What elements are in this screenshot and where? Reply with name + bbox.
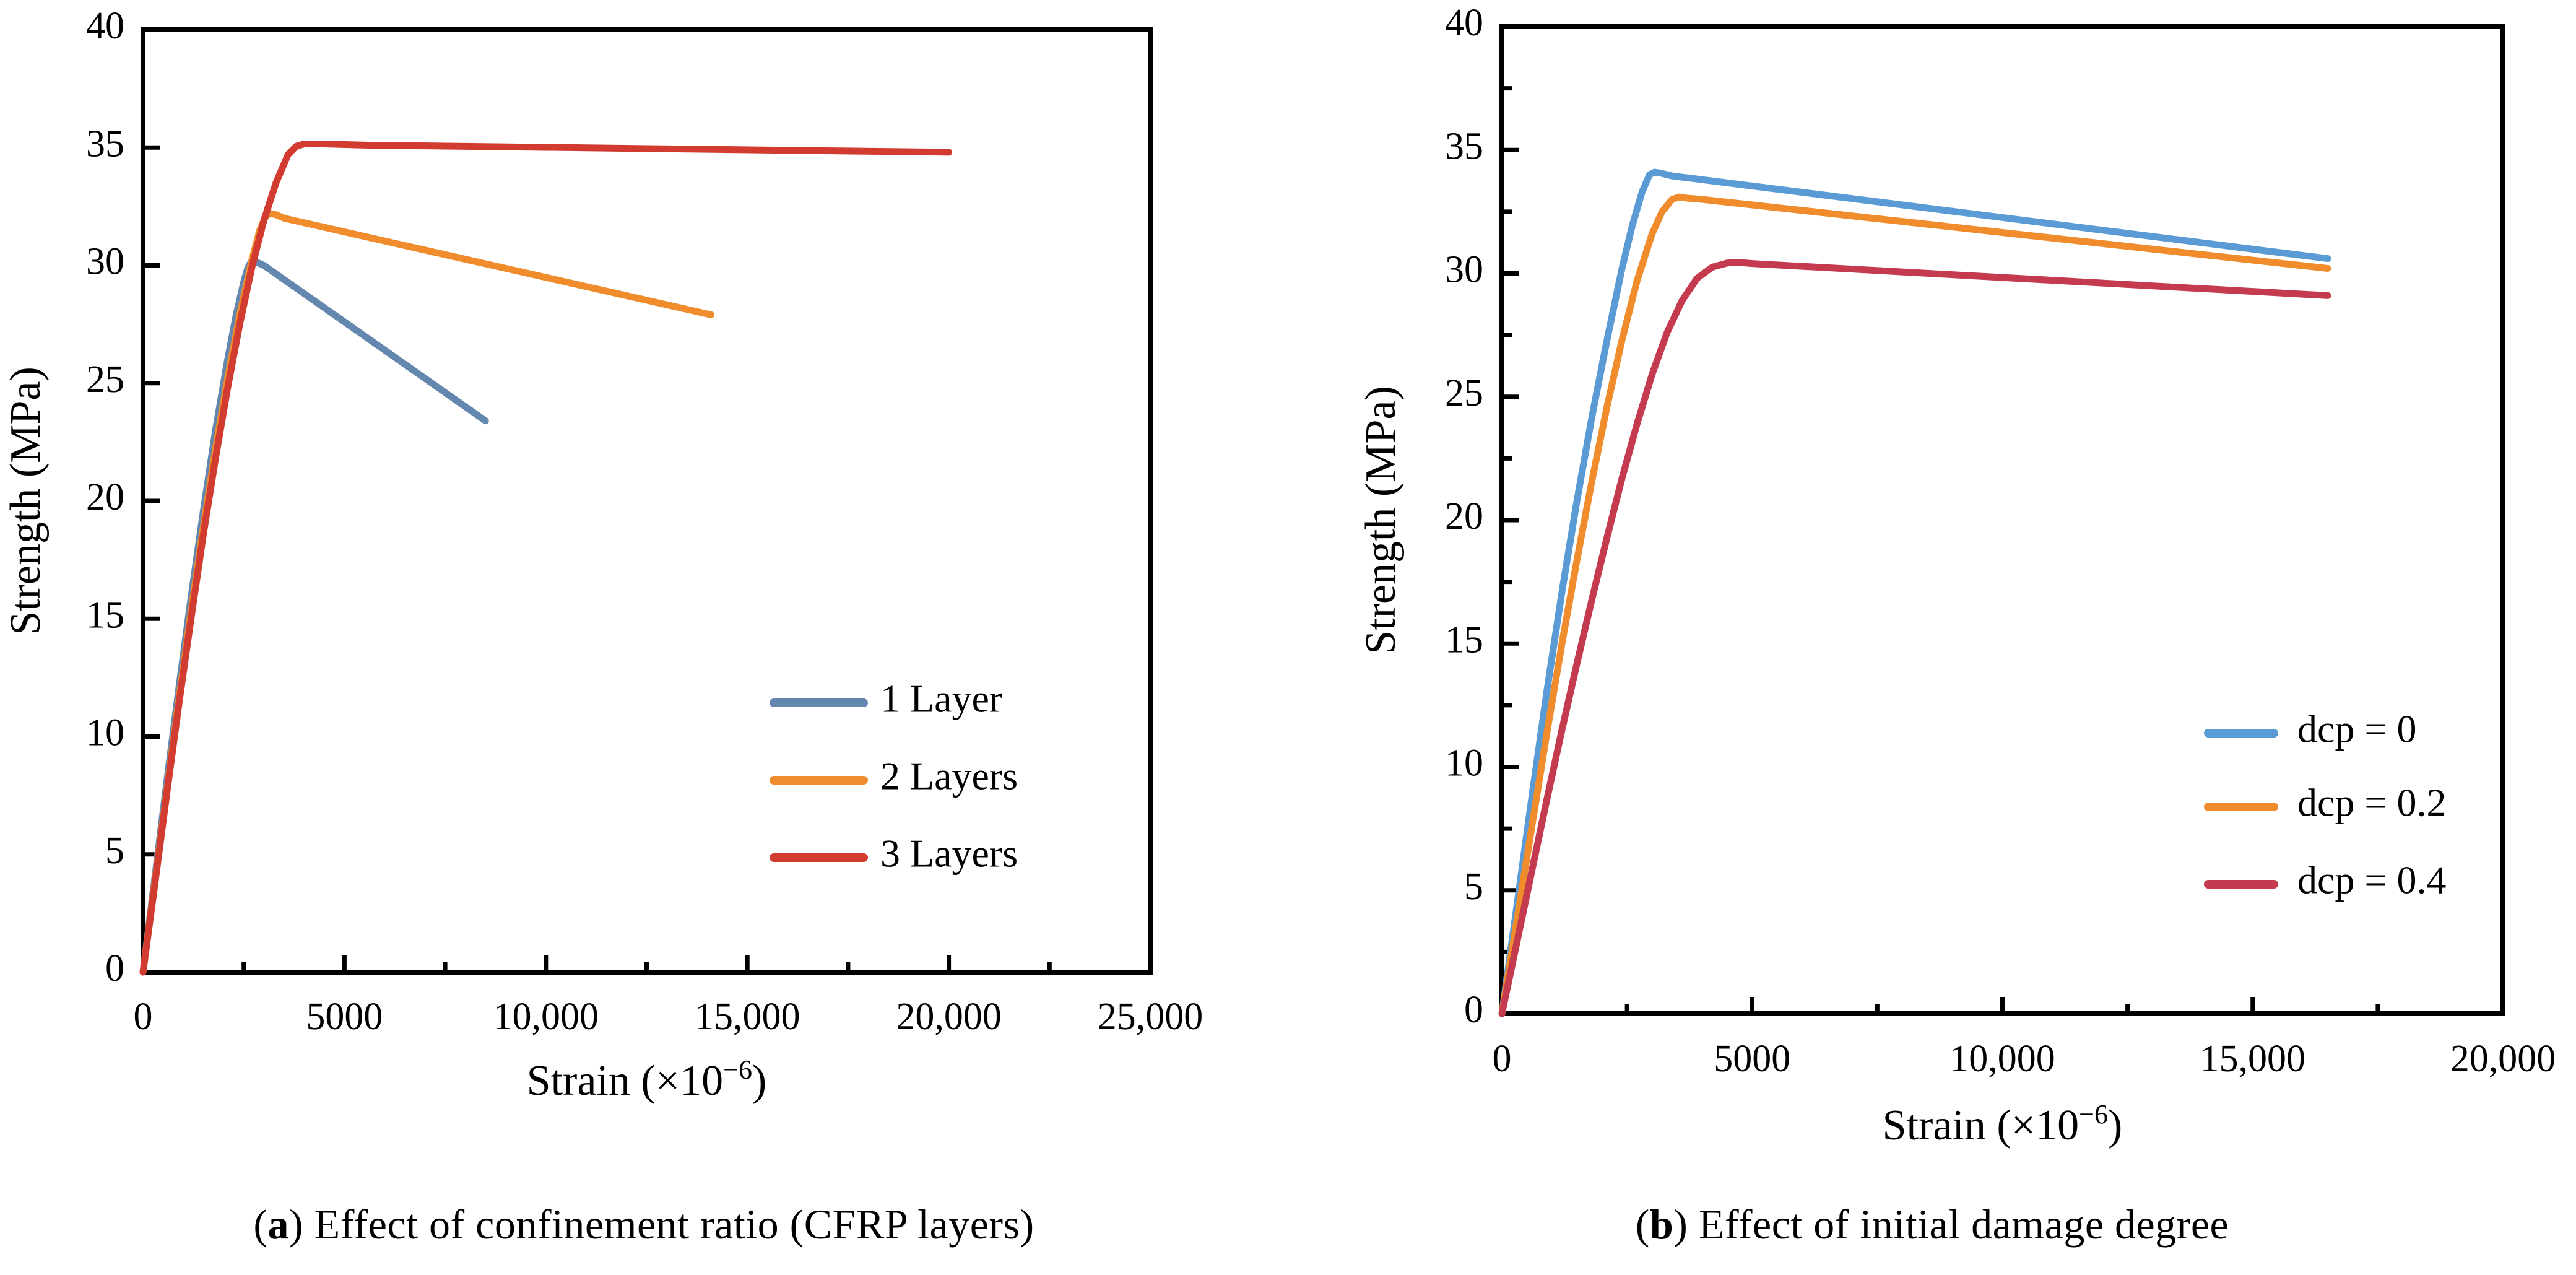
y-tick-label: 40 xyxy=(86,5,124,47)
x-tick-label: 5000 xyxy=(306,996,383,1038)
series-dcp-0 xyxy=(1498,168,2331,1017)
legend-label-dcp-0-2: dcp = 0.2 xyxy=(2297,781,2447,825)
caption-b-paren-close: ) xyxy=(1673,1201,1688,1248)
legend-label-dcp-0-4: dcp = 0.4 xyxy=(2297,858,2447,902)
caption-a-text: Effect of confinement ratio (CFRP layers… xyxy=(303,1201,1034,1248)
caption-b: (b) Effect of initial damage degree xyxy=(1288,1200,2576,1249)
x-axis-title: Strain (×10−6) xyxy=(527,1055,767,1105)
series-dcp-0-2 xyxy=(1498,193,2331,1017)
y-tick-label: 10 xyxy=(86,712,124,754)
x-tick-label: 25,000 xyxy=(1098,996,1203,1038)
y-axis-ticks: 0 5 10 15 20 25 30 35 40 xyxy=(1445,2,1519,1031)
y-tick-label: 5 xyxy=(1464,866,1483,908)
legend-item-dcp-0-4: dcp = 0.4 xyxy=(2204,858,2447,902)
y-tick-label: 30 xyxy=(86,241,124,283)
caption-a-paren-close: ) xyxy=(289,1201,304,1248)
legend-item-dcp-0: dcp = 0 xyxy=(2204,707,2417,751)
series-dcp-0-4 xyxy=(1498,259,2331,1017)
y-tick-label: 20 xyxy=(86,476,124,518)
legend-label-2-layers: 2 Layers xyxy=(880,754,1018,798)
y-tick-label: 30 xyxy=(1445,249,1483,291)
y-tick-label: 25 xyxy=(1445,372,1483,414)
caption-a: (a) Effect of confinement ratio (CFRP la… xyxy=(0,1200,1288,1249)
x-axis-title: Strain (×10−6) xyxy=(1883,1099,2123,1149)
legend-label-dcp-0: dcp = 0 xyxy=(2297,707,2417,751)
chart-a: 0 5000 10,000 15,000 20,000 25,000 0 5 10 15 20 25 3… xyxy=(2,5,1203,1105)
caption-a-paren-open: ( xyxy=(253,1201,268,1248)
x-tick-label: 0 xyxy=(134,996,153,1038)
y-tick-label: 10 xyxy=(1445,742,1483,785)
legend-label-1-layer: 1 Layer xyxy=(880,677,1002,721)
legend-item-2-layers: 2 Layers xyxy=(770,754,1018,798)
x-tick-label: 15,000 xyxy=(2200,1038,2306,1080)
y-axis-title: Strength (MPa) xyxy=(1357,386,1405,655)
x-tick-label: 0 xyxy=(1493,1038,1512,1080)
caption-b-paren-open: ( xyxy=(1635,1201,1650,1248)
chart-b: 0 5000 10,000 15,000 20,000 0 5 10 15 20 25 30 35 40 S… xyxy=(1357,2,2556,1149)
series-3-layers xyxy=(139,141,953,976)
series-2-layers xyxy=(139,210,715,976)
legend-item-1-layer: 1 Layer xyxy=(770,677,1002,721)
x-tick-label: 20,000 xyxy=(896,996,1002,1038)
panel-a: 0 5000 10,000 15,000 20,000 25,000 0 5 10 15 20 25 3… xyxy=(0,0,1288,1183)
legend: 1 Layer 2 Layers 3 Layers xyxy=(770,677,1018,876)
legend: dcp = 0 dcp = 0.2 dcp = 0.4 xyxy=(2204,707,2447,902)
y-tick-label: 35 xyxy=(1445,125,1483,167)
y-tick-label: 35 xyxy=(86,123,124,165)
y-tick-label: 0 xyxy=(1464,989,1483,1031)
y-tick-label: 25 xyxy=(86,359,124,401)
caption-a-letter: a xyxy=(267,1201,290,1248)
x-tick-label: 15,000 xyxy=(695,996,800,1038)
y-tick-label: 15 xyxy=(86,594,124,636)
caption-b-letter: b xyxy=(1649,1201,1674,1248)
legend-label-3-layers: 3 Layers xyxy=(880,832,1018,876)
y-tick-label: 15 xyxy=(1445,619,1483,661)
y-tick-label: 5 xyxy=(105,830,124,872)
panel-b: 0 5000 10,000 15,000 20,000 0 5 10 15 20 25 30 35 40 S… xyxy=(1288,0,2576,1183)
y-tick-label: 0 xyxy=(105,947,124,990)
x-axis-ticks: 0 5000 10,000 15,000 20,000 25,000 xyxy=(134,955,1203,1038)
legend-item-3-layers: 3 Layers xyxy=(770,832,1018,876)
x-tick-label: 10,000 xyxy=(493,996,599,1038)
x-tick-label: 20,000 xyxy=(2450,1038,2556,1080)
y-axis-ticks: 0 5 10 15 20 25 30 35 40 xyxy=(86,5,160,990)
x-axis-ticks: 0 5000 10,000 15,000 20,000 xyxy=(1493,997,2556,1080)
y-tick-label: 20 xyxy=(1445,495,1483,537)
legend-item-dcp-0-2: dcp = 0.2 xyxy=(2204,781,2447,825)
plot-box xyxy=(141,27,1153,975)
y-axis-title: Strength (MPa) xyxy=(2,367,50,635)
x-tick-label: 5000 xyxy=(1714,1038,1790,1080)
caption-b-text: Effect of initial damage degree xyxy=(1688,1201,2229,1248)
x-tick-label: 10,000 xyxy=(1949,1038,2055,1080)
y-tick-label: 40 xyxy=(1445,2,1483,44)
